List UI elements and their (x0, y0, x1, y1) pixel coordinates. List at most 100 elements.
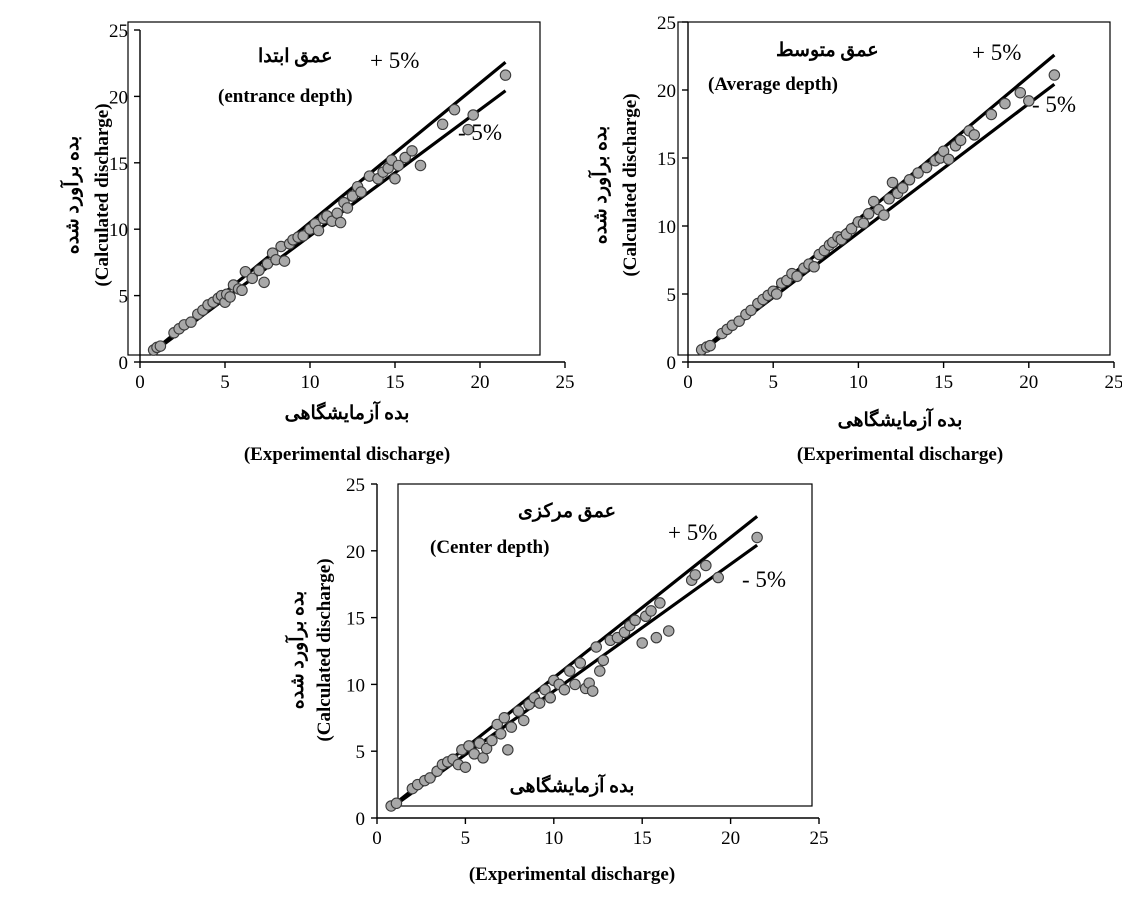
chart-title-en: (entrance depth) (218, 86, 353, 107)
x-tick-label: 15 (386, 372, 405, 393)
y-tick-label: 5 (667, 285, 677, 306)
x-tick-label: 10 (849, 372, 868, 393)
chart-title-fa: عمق ابتدا (258, 46, 332, 67)
chart-title-fa: عمق مرکزی (518, 501, 616, 522)
x-tick-label: 20 (721, 828, 740, 849)
data-point (862, 208, 875, 220)
chart-title-fa: عمق متوسط (776, 40, 879, 61)
data-point (700, 559, 712, 572)
lower-bound-label: - 5% (1032, 92, 1076, 117)
data-point (712, 571, 724, 584)
data-point (341, 202, 354, 214)
data-point (878, 209, 890, 221)
y-axis-label-en: (Calculated discharge) (314, 558, 335, 741)
plot-area-frame (127, 21, 541, 356)
x-tick-label: 15 (934, 372, 953, 393)
data-point (999, 97, 1011, 110)
data-point (903, 174, 916, 186)
data-point (246, 272, 258, 285)
data-point (985, 108, 998, 121)
y-tick-label: 25 (109, 21, 128, 42)
data-point (392, 159, 405, 172)
data-point (937, 145, 950, 157)
x-tick-label: 20 (1019, 372, 1038, 393)
data-point (505, 721, 518, 733)
y-tick-label: 25 (657, 13, 676, 34)
data-point (770, 288, 783, 300)
plot-area-frame (677, 21, 1111, 356)
x-axis-label-fa: بده آزمایشگاهی (510, 773, 635, 797)
data-point (896, 182, 909, 194)
data-point (389, 172, 401, 185)
data-point (733, 315, 745, 327)
data-point (463, 740, 475, 752)
y-axis-label-fa: بده برآورد شده (284, 591, 308, 709)
x-tick-label: 10 (544, 828, 563, 849)
data-point (459, 761, 472, 773)
y-tick-label: 15 (657, 149, 676, 170)
x-axis-label-fa: بده آزمایشگاهی (285, 400, 410, 424)
data-point (808, 261, 820, 273)
data-point (414, 159, 427, 172)
data-point (597, 654, 610, 667)
data-point (654, 597, 666, 609)
y-tick-label: 10 (346, 675, 365, 696)
chart-entrance: 0 5 10 15 20 25 0 5 10 15 20 25 عمق ابتدا (entrance d… (59, 21, 575, 465)
lower-bound-label: - 5% (742, 567, 786, 592)
y-axis-label-fa: بده برآورد شده (587, 126, 611, 244)
x-axis-label-fa: بده آزمایشگاهی (838, 407, 963, 431)
upper-bound-label: + 5% (668, 520, 717, 545)
data-point (857, 217, 870, 230)
data-point (954, 134, 967, 147)
y-tick-label: 0 (667, 353, 677, 374)
x-tick-label: 25 (1105, 372, 1122, 393)
data-point (745, 304, 757, 317)
y-axis-label-fa: بده برآورد شده (59, 136, 83, 254)
data-point (689, 569, 701, 581)
data-point (236, 284, 248, 297)
data-point (312, 224, 325, 237)
x-tick-label: 5 (220, 372, 230, 393)
data-point (594, 665, 606, 677)
data-point (253, 264, 265, 277)
data-point (883, 193, 895, 205)
chart-title-en: (Center depth) (430, 537, 549, 558)
x-tick-label: 25 (556, 372, 575, 393)
x-tick-label: 25 (810, 828, 829, 849)
data-point (563, 665, 576, 677)
data-point (517, 714, 530, 727)
data-point (920, 161, 933, 174)
data-point (1023, 95, 1035, 107)
data-point (751, 531, 763, 544)
data-point (544, 692, 557, 704)
y-tick-label: 10 (109, 220, 128, 241)
data-point (499, 69, 512, 81)
data-point (334, 216, 347, 229)
upper-bound-label: + 5% (370, 48, 419, 73)
data-point (224, 291, 236, 303)
data-point (486, 734, 498, 747)
data-point (424, 772, 436, 784)
data-point (239, 265, 252, 278)
y-tick-label: 0 (356, 809, 366, 830)
y-tick-label: 15 (346, 609, 365, 630)
data-point (480, 742, 493, 755)
data-point (586, 685, 599, 697)
x-tick-label: 5 (461, 828, 471, 849)
data-point (590, 641, 602, 653)
data-point (968, 129, 981, 141)
x-tick-label: 0 (135, 372, 145, 393)
x-tick-label: 0 (683, 372, 693, 393)
data-point (912, 167, 924, 179)
data-point (436, 118, 449, 131)
y-tick-label: 0 (119, 353, 129, 374)
data-point (406, 145, 418, 157)
data-point (574, 657, 587, 669)
y-tick-label: 10 (657, 217, 676, 238)
data-point (704, 339, 716, 352)
data-point (467, 109, 479, 121)
y-tick-label: 20 (657, 81, 676, 102)
data-point (645, 605, 657, 617)
x-tick-label: 10 (301, 372, 320, 393)
